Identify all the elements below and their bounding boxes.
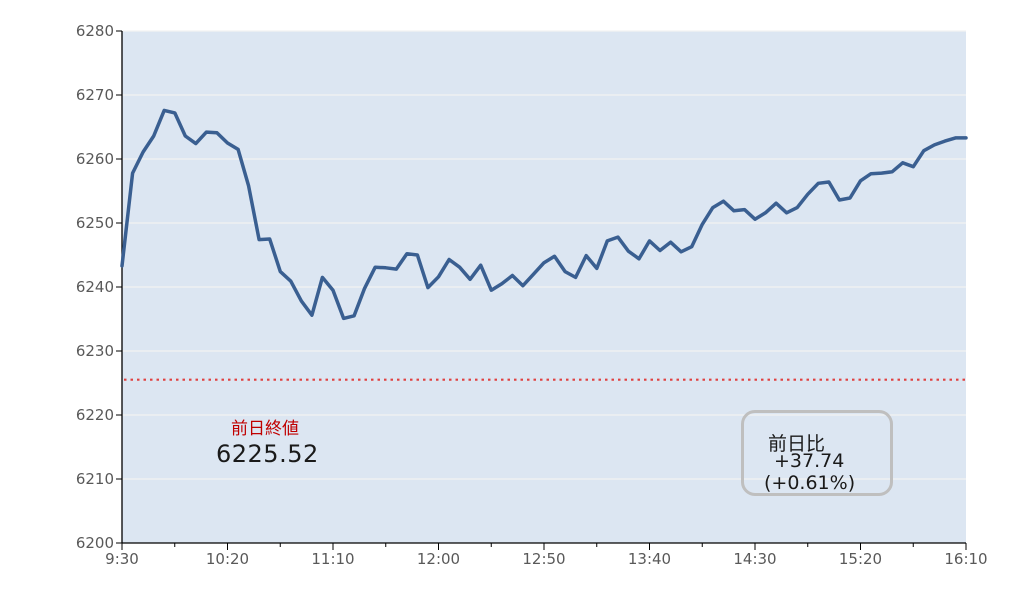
x-tick-label: 16:10 — [944, 550, 987, 568]
change-value: +37.74 — [774, 450, 845, 472]
x-tick-label: 14:30 — [733, 550, 776, 568]
y-tick-label: 6240 — [76, 278, 114, 296]
y-tick-label: 6250 — [76, 214, 114, 232]
change-title: 前日比 — [768, 433, 826, 455]
x-tick-label: 10:20 — [206, 550, 249, 568]
y-tick-label: 6260 — [76, 150, 114, 168]
change-percent: (+0.61%) — [764, 472, 856, 494]
y-tick-label: 6230 — [76, 342, 114, 360]
y-tick-label: 6280 — [76, 22, 114, 40]
x-tick-label: 9:30 — [105, 550, 139, 568]
x-tick-label: 13:40 — [628, 550, 671, 568]
x-axis-ticks: 9:30 10:20 11:10 12:00 12:50 13:40 14:30 15:20 1… — [105, 543, 988, 568]
gridlines — [122, 30, 966, 480]
x-tick-label: 12:00 — [417, 550, 460, 568]
x-tick-label: 15:20 — [839, 550, 882, 568]
x-tick-label: 12:50 — [522, 550, 565, 568]
y-tick-label: 6210 — [76, 470, 114, 488]
y-axis-ticks: 6200 6210 6220 6230 6240 6250 6260 6270 6280 — [76, 22, 122, 552]
change-summary-box: 前日比 +37.74 (+0.61%) — [741, 410, 893, 496]
x-tick-label: 11:10 — [311, 550, 354, 568]
y-tick-label: 6270 — [76, 86, 114, 104]
previous-close-label: 前日終値 — [231, 419, 299, 439]
price-line-series — [120, 108, 968, 321]
y-tick-label: 6220 — [76, 406, 114, 424]
y-tick-label: 6200 — [76, 534, 114, 552]
previous-close-value: 6225.52 — [216, 440, 319, 468]
